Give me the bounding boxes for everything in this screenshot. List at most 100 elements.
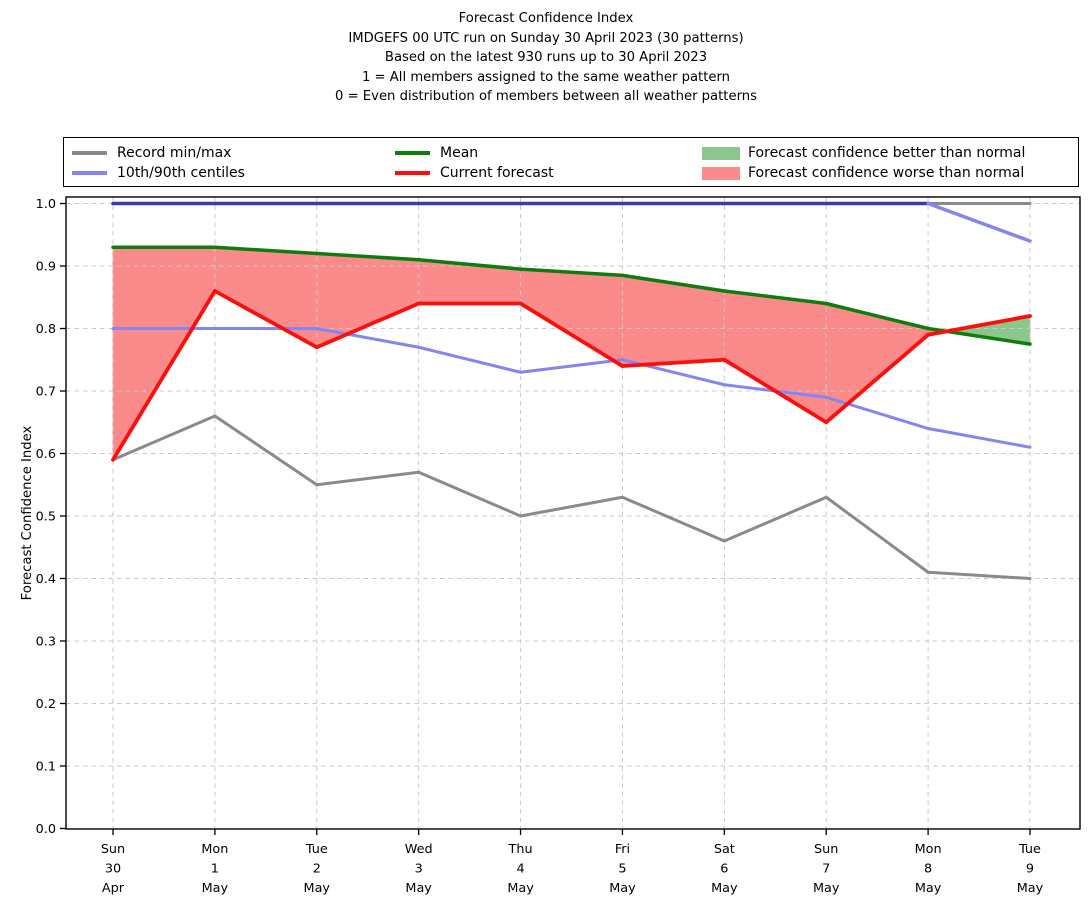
y-tick-label: 0.8 bbox=[36, 322, 56, 337]
confidence-worse-fill bbox=[744, 292, 749, 376]
x-tick-label: Thu bbox=[508, 842, 533, 857]
x-tick-label: 3 bbox=[415, 862, 423, 877]
confidence-worse-fill bbox=[136, 246, 141, 422]
confidence-worse-fill bbox=[251, 249, 257, 315]
confidence-worse-fill bbox=[194, 246, 199, 327]
confidence-worse-fill bbox=[537, 269, 542, 317]
confidence-worse-fill bbox=[431, 260, 437, 304]
chart-title-line-3: Based on the latest 930 runs up to 30 Ap… bbox=[384, 50, 708, 66]
confidence-worse-fill bbox=[241, 248, 246, 309]
confidence-worse-fill bbox=[547, 270, 552, 324]
confidence-worse-fill bbox=[231, 247, 236, 304]
confidence-worse-fill bbox=[350, 255, 355, 334]
confidence-worse-fill bbox=[700, 286, 705, 362]
confidence-worse-fill bbox=[846, 307, 851, 406]
x-tick-label: May bbox=[1017, 881, 1044, 896]
confidence-worse-fill bbox=[893, 319, 898, 365]
confidence-worse-fill bbox=[462, 263, 467, 304]
legend-item-current-forecast: Current forecast bbox=[395, 165, 554, 181]
series-centile-10 bbox=[926, 427, 1032, 449]
confidence-worse-fill bbox=[751, 293, 756, 380]
confidence-worse-fill bbox=[418, 259, 423, 304]
y-tick-label: 0.5 bbox=[36, 509, 56, 524]
y-tick-label: 1.0 bbox=[36, 197, 56, 212]
confidence-worse-fill bbox=[717, 289, 722, 361]
confidence-worse-fill bbox=[421, 259, 426, 304]
confidence-worse-fill bbox=[520, 268, 525, 307]
series-current-forecast bbox=[722, 357, 829, 425]
x-tick-label: 7 bbox=[822, 862, 830, 877]
confidence-worse-fill bbox=[472, 264, 477, 304]
confidence-worse-fill bbox=[506, 267, 511, 304]
confidence-worse-fill bbox=[747, 293, 752, 378]
x-tick-label: 8 bbox=[924, 862, 932, 877]
confidence-worse-fill bbox=[377, 256, 382, 322]
confidence-worse-fill bbox=[278, 250, 284, 330]
legend-label: Record min/max bbox=[117, 145, 232, 161]
x-tick-label: 1 bbox=[211, 862, 219, 877]
series-record-min bbox=[417, 470, 523, 518]
series-record-min bbox=[620, 495, 726, 543]
confidence-better-fill bbox=[1026, 315, 1031, 345]
series-mean bbox=[213, 245, 319, 256]
series-record-min bbox=[111, 414, 217, 462]
confidence-better-patch-swatch bbox=[702, 146, 740, 160]
legend-label: Mean bbox=[440, 145, 479, 161]
confidence-worse-fill bbox=[788, 298, 793, 403]
confidence-worse-fill bbox=[540, 269, 545, 319]
confidence-worse-fill bbox=[655, 280, 661, 365]
confidence-worse-fill bbox=[720, 289, 725, 361]
confidence-worse-fill bbox=[119, 246, 124, 451]
confidence-worse-fill bbox=[380, 256, 386, 321]
series-mean bbox=[416, 258, 523, 271]
y-tick-label: 0.4 bbox=[36, 572, 56, 587]
confidence-better-fill bbox=[1009, 318, 1014, 343]
confidence-worse-fill bbox=[645, 278, 651, 366]
series-centile-90 bbox=[926, 201, 1032, 243]
y-tick-label: 0.6 bbox=[36, 447, 56, 462]
confidence-worse-fill bbox=[615, 274, 620, 365]
confidence-worse-fill bbox=[132, 246, 138, 428]
confidence-worse-fill bbox=[401, 258, 406, 312]
series-mean bbox=[620, 273, 727, 293]
confidence-worse-fill bbox=[282, 250, 287, 332]
confidence-worse-fill bbox=[890, 318, 895, 368]
record-minmax-line-swatch bbox=[72, 151, 107, 155]
confidence-worse-fill bbox=[214, 246, 219, 294]
confidence-worse-fill bbox=[445, 261, 450, 304]
series-centile-10 bbox=[519, 358, 624, 374]
confidence-worse-fill bbox=[374, 256, 379, 324]
x-tick-label: 2 bbox=[313, 862, 321, 877]
series-centile-10 bbox=[315, 327, 421, 349]
confidence-worse-fill bbox=[292, 251, 297, 337]
confidence-worse-fill bbox=[275, 250, 280, 328]
confidence-worse-fill bbox=[785, 297, 790, 401]
confidence-worse-fill bbox=[628, 275, 634, 367]
confidence-worse-fill bbox=[588, 272, 593, 349]
series-record-min bbox=[213, 414, 319, 487]
confidence-worse-fill bbox=[268, 250, 274, 324]
confidence-worse-fill bbox=[621, 274, 627, 367]
confidence-better-fill bbox=[1005, 319, 1011, 342]
confidence-worse-fill bbox=[533, 269, 538, 315]
series-current-forecast bbox=[314, 301, 421, 350]
confidence-worse-fill bbox=[852, 309, 858, 400]
confidence-worse-fill bbox=[737, 292, 742, 371]
confidence-worse-fill bbox=[391, 257, 396, 316]
series-centile-10 bbox=[417, 345, 523, 374]
x-tick-label: 4 bbox=[516, 862, 524, 877]
x-tick-label: Mon bbox=[201, 842, 228, 857]
confidence-worse-fill bbox=[353, 255, 358, 332]
confidence-worse-fill bbox=[571, 271, 576, 338]
confidence-worse-fill bbox=[781, 297, 786, 399]
y-tick-label: 0.0 bbox=[36, 822, 56, 837]
confidence-worse-fill bbox=[126, 246, 131, 439]
series-current-forecast bbox=[518, 301, 625, 368]
confidence-better-fill bbox=[998, 320, 1004, 341]
current-forecast-line-swatch bbox=[395, 171, 430, 175]
confidence-worse-fill bbox=[312, 252, 318, 349]
confidence-worse-fill bbox=[245, 248, 250, 311]
confidence-worse-fill bbox=[465, 263, 471, 304]
confidence-worse-fill bbox=[187, 246, 192, 338]
